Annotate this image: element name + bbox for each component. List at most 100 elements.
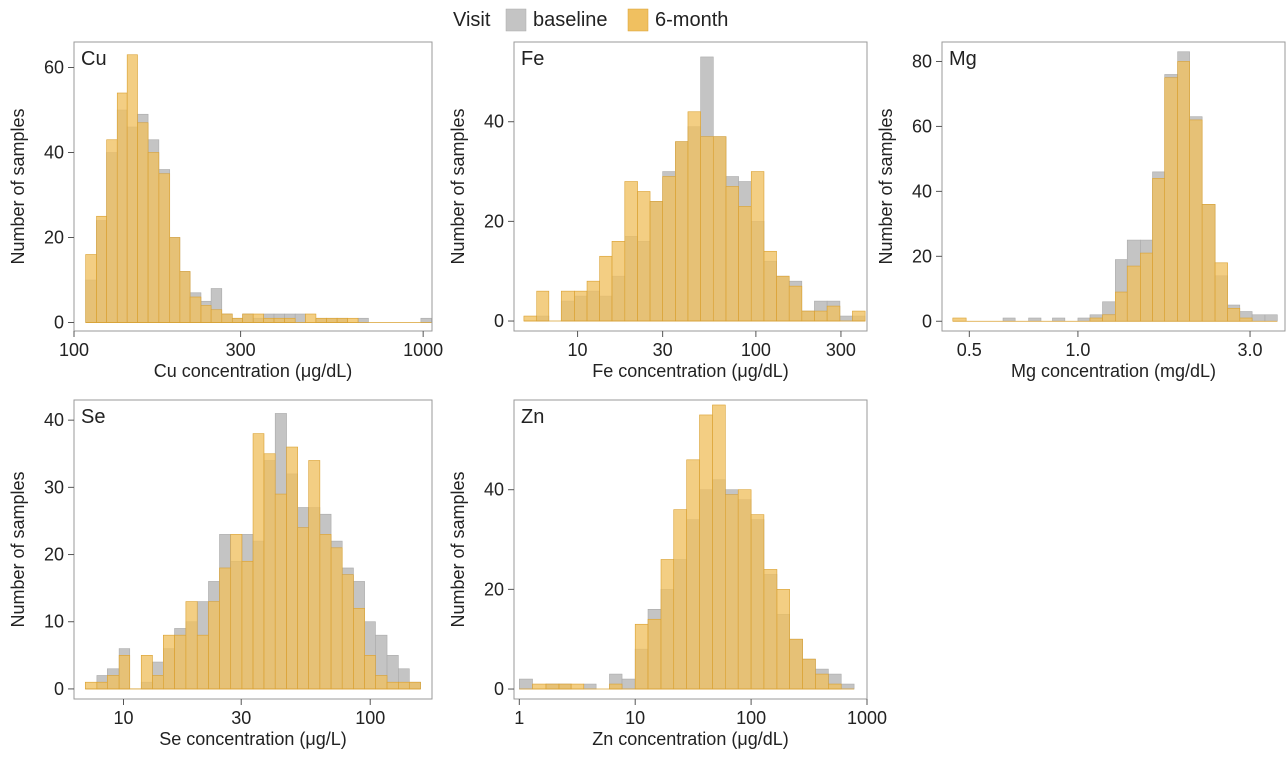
bar-6-month: [609, 683, 623, 690]
bar-6-month: [315, 317, 327, 323]
bar-6-month: [712, 136, 727, 322]
bar-6-month: [952, 317, 967, 322]
bar-6-month: [828, 683, 842, 690]
panel-se: Se 0 10 20 30 40 10 30 100 Se concentration (μg/L…: [8, 399, 433, 749]
y-tick-label: 0: [494, 311, 504, 331]
bar-6-month: [158, 173, 171, 323]
bar-6-month: [738, 206, 752, 322]
bar-6-month: [107, 675, 120, 690]
x-axis-label: Se concentration (μg/L): [159, 729, 346, 749]
bar-6-month: [252, 433, 265, 690]
plot-frame: [513, 399, 868, 700]
bar-6-month: [179, 271, 191, 323]
legend-swatch-6-month: [627, 8, 649, 32]
bar-6-month: [116, 92, 128, 323]
bar-6-month: [699, 414, 713, 690]
bar-6-month: [1239, 317, 1253, 322]
bar-6-month: [570, 683, 585, 690]
y-tick-label: 40: [44, 410, 64, 430]
bar-6-month: [725, 186, 739, 322]
y-tick-label: 60: [44, 58, 64, 78]
bar-6-month: [737, 489, 752, 690]
bar-6-month: [750, 514, 765, 690]
plot-frame: [73, 41, 433, 332]
bar-6-month: [675, 141, 689, 322]
bar-6-month: [700, 136, 714, 322]
bar-6-month: [326, 317, 338, 323]
y-tick-label: 40: [44, 143, 64, 163]
bar-6-month: [341, 574, 354, 690]
bar-6-month: [560, 290, 575, 322]
bar-6-month: [1164, 77, 1178, 322]
bar-6-month: [624, 181, 638, 322]
bar-6-month: [536, 290, 550, 322]
bar-6-month: [1102, 314, 1116, 322]
bar-6-month: [241, 560, 254, 690]
legend-label-6-month: 6-month: [655, 9, 728, 31]
bar-6-month: [163, 634, 175, 690]
bar-6-month: [263, 317, 275, 323]
x-tick-label: 0.5: [957, 340, 982, 360]
bar-6-month: [686, 459, 700, 690]
bar-6-month: [611, 241, 626, 322]
bar-baseline: [1077, 317, 1091, 322]
bar-6-month: [147, 152, 160, 323]
bar-6-month: [814, 310, 828, 322]
y-tick-label: 20: [44, 228, 64, 248]
bar-6-month: [1126, 265, 1141, 322]
bar-baseline: [519, 678, 533, 690]
bar-6-month: [1177, 61, 1190, 322]
bar-baseline: [1251, 314, 1266, 322]
bar-6-month: [673, 509, 687, 690]
bar-6-month: [532, 683, 547, 690]
bar-6-month: [1214, 262, 1228, 322]
bar-6-month: [208, 601, 220, 690]
bar-6-month: [347, 317, 359, 323]
bar-6-month: [308, 460, 321, 690]
bar-6-month: [210, 309, 223, 323]
y-tick-label: 20: [44, 545, 64, 565]
bar-baseline: [294, 313, 306, 323]
bar-baseline: [621, 678, 636, 690]
bar-6-month: [750, 171, 765, 322]
bar-6-month: [286, 446, 298, 690]
bar-6-month: [637, 191, 651, 322]
bar-6-month: [647, 618, 662, 690]
bar-6-month: [660, 559, 675, 690]
x-axis-label: Cu concentration (μg/dL): [154, 361, 352, 381]
x-axis-label: Mg concentration (mg/dL): [1011, 361, 1216, 381]
panel-mg: Mg 0 20 40 60 80 0.5 1.0 3.0 Mg concentration (mg…: [876, 41, 1286, 381]
bar-6-month: [788, 285, 803, 322]
y-tick-label: 60: [912, 116, 932, 136]
bar-6-month: [85, 254, 97, 323]
bar-6-month: [826, 305, 841, 322]
y-tick-label: 40: [484, 480, 504, 500]
x-tick-label: 100: [355, 708, 385, 728]
panel-label: Se: [81, 406, 105, 428]
bar-6-month: [852, 310, 866, 322]
y-tick-label: 0: [54, 679, 64, 699]
panel-cu: Cu 0 20 40 60 100 300 1000 Cu concentration (μg/…: [8, 41, 443, 381]
bar-6-month: [1115, 291, 1128, 322]
y-axis-label: Number of samples: [448, 108, 468, 264]
bar-6-month: [1140, 252, 1153, 322]
bar-6-month: [634, 623, 649, 690]
y-tick-label: 40: [912, 181, 932, 201]
bar-6-month: [801, 310, 815, 322]
x-axis-label: Fe concentration (μg/dL): [592, 361, 788, 381]
panel-label: Fe: [521, 48, 544, 70]
bar-6-month: [408, 681, 421, 690]
plot-frame: [513, 41, 868, 332]
bar-6-month: [106, 139, 118, 323]
legend-title: Visit: [453, 9, 491, 31]
bar-6-month: [274, 493, 287, 690]
y-tick-label: 40: [484, 112, 504, 132]
panel-zn: Zn 0 20 40 1 10 100 1000 Zn concentration (μg/dL…: [448, 399, 887, 749]
bar-6-month: [1227, 307, 1241, 322]
x-axis-label: Zn concentration (μg/dL): [592, 729, 788, 749]
x-tick-label: 10: [113, 708, 133, 728]
y-axis-label: Number of samples: [876, 108, 896, 264]
y-tick-label: 10: [44, 612, 64, 632]
